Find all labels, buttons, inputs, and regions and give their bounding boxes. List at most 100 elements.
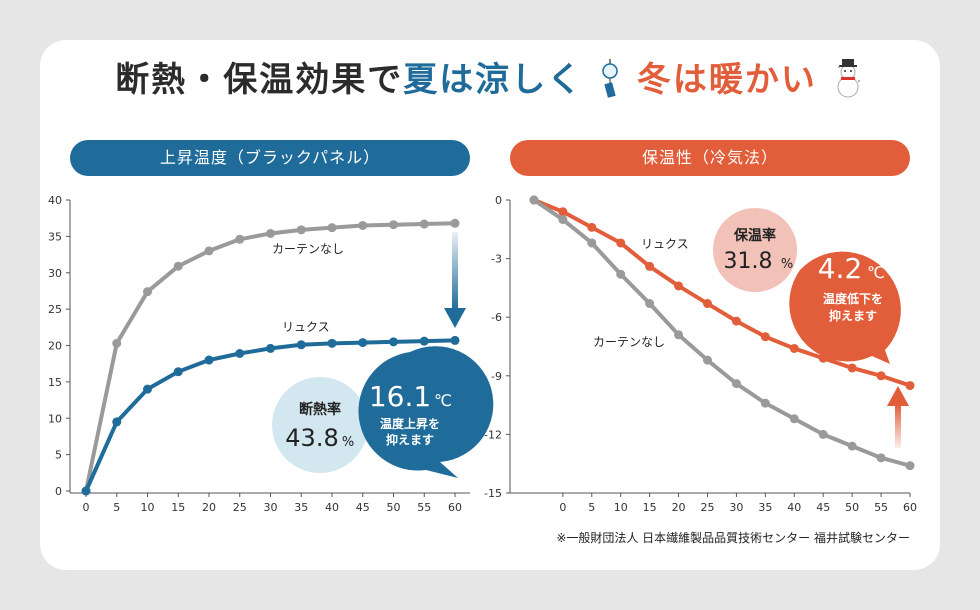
- right-up-arrow: [887, 386, 909, 448]
- right-series-point-1: [645, 299, 655, 309]
- left-label-luxe: リュクス: [282, 320, 330, 334]
- right-x-tick-label: 25: [701, 501, 715, 514]
- left-chart-title: 上昇温度（ブラックパネル）: [70, 140, 470, 176]
- right-chart-title: 保温性（冷気法）: [510, 140, 910, 176]
- right-big-badge-line2: 抑えます: [829, 308, 877, 323]
- left-small-badge: [272, 377, 368, 473]
- left-x-tick-label: 20: [202, 501, 216, 514]
- right-x-tick-label: 5: [588, 501, 595, 514]
- right-series-point-1: [876, 453, 886, 463]
- left-series-point-1: [266, 343, 275, 353]
- left-series-point-1: [235, 349, 245, 359]
- left-y-tick-label: 40: [48, 194, 62, 207]
- left-y-tick-label: 5: [55, 449, 62, 462]
- right-x-tick-label: 15: [643, 501, 657, 514]
- left-series-point-1: [204, 355, 214, 365]
- left-x-tick-label: 40: [325, 501, 339, 514]
- left-series-point-0: [389, 220, 398, 230]
- left-series-point-0: [266, 228, 275, 238]
- left-small-badge-value: 43.8: [285, 424, 338, 452]
- right-x-tick-label: 55: [874, 501, 888, 514]
- right-series-point-1: [674, 330, 684, 340]
- left-small-badge-title: 断熱率: [299, 401, 341, 418]
- left-series-point-0: [450, 218, 460, 228]
- left-series-point-1: [173, 367, 183, 377]
- left-series-point-1: [419, 336, 429, 346]
- left-x-tick-label: 60: [448, 501, 462, 514]
- right-series-point-0: [558, 207, 568, 217]
- right-series-point-1: [587, 238, 597, 248]
- right-x-tick-label: 20: [672, 501, 686, 514]
- right-x-tick-label: 30: [729, 501, 743, 514]
- right-y-tick-label: -12: [484, 428, 502, 441]
- right-series-point-0: [587, 222, 597, 232]
- right-series-point-1: [529, 195, 539, 205]
- right-x-tick-label: 10: [614, 501, 628, 514]
- right-series-point-0: [789, 343, 799, 353]
- left-big-badge-value: 16.1: [369, 380, 431, 413]
- right-x-tick-label: 40: [787, 501, 801, 514]
- right-big-badge-unit: ℃: [867, 263, 885, 282]
- right-series-point-1: [760, 398, 770, 408]
- left-series-point-1: [143, 384, 152, 394]
- right-series-point-0: [703, 299, 712, 309]
- left-small-badge-unit: %: [342, 435, 354, 450]
- left-y-tick-label: 0: [55, 485, 62, 498]
- left-y-tick-label: 15: [48, 376, 62, 389]
- right-chart: 0 -3 -6 -9 -12 -15 0 5 10 15 20 25 30 35 40 45 50 55 60 リ…: [484, 194, 917, 514]
- left-series-point-0: [358, 220, 368, 230]
- right-series-point-0: [645, 261, 655, 271]
- left-big-badge-line1: 温度上昇を: [380, 416, 440, 431]
- right-series-point-1: [905, 461, 915, 471]
- left-series-point-1: [327, 338, 337, 348]
- left-series-point-0: [235, 234, 245, 244]
- left-y-tick-label: 35: [48, 230, 62, 243]
- left-y-tick-label: 10: [48, 412, 62, 425]
- left-series-point-1: [112, 417, 122, 427]
- right-series-point-1: [818, 429, 828, 439]
- right-series-point-1: [731, 379, 741, 389]
- right-y-tick-label: -15: [484, 487, 502, 500]
- right-series-point-0: [847, 363, 857, 373]
- right-series-point-1: [789, 414, 799, 424]
- left-y-tick-label: 20: [48, 340, 62, 353]
- right-series-point-0: [760, 332, 770, 342]
- headline-summer: 夏は涼しく: [403, 60, 584, 100]
- right-series-point-0: [876, 371, 886, 381]
- right-series-point-0: [731, 316, 741, 326]
- left-series-point-1: [296, 340, 306, 350]
- right-small-badge-value: 31.8: [724, 249, 773, 274]
- headline-winter: 冬は暖かい: [636, 60, 817, 100]
- headline-part1: 断熱・保温効果で: [115, 60, 404, 100]
- right-series-point-0: [616, 238, 626, 248]
- left-y-tick-label: 30: [48, 267, 62, 280]
- left-x-tick-label: 5: [113, 501, 120, 514]
- right-small-badge-title: 保温率: [733, 227, 776, 244]
- wind-chime-icon: [602, 59, 618, 98]
- left-series-point-0: [419, 219, 429, 229]
- left-series-point-0: [327, 223, 337, 233]
- right-y-tick-label: -9: [491, 370, 502, 383]
- right-x-tick-label: 60: [903, 501, 917, 514]
- left-series-point-0: [204, 246, 214, 256]
- right-label-curtainless: カーテンなし: [593, 335, 665, 349]
- right-y-tick-label: -6: [491, 311, 502, 324]
- right-series-point-1: [616, 269, 626, 279]
- headline: 断熱・保温効果で夏は涼しく 冬は暖かい: [0, 52, 980, 101]
- left-series-point-0: [296, 225, 306, 235]
- right-x-tick-label: 50: [845, 501, 859, 514]
- right-big-badge-value: 4.2: [818, 252, 863, 285]
- left-x-tick-label: 25: [233, 501, 247, 514]
- left-x-tick-label: 45: [356, 501, 370, 514]
- right-series-point-1: [847, 441, 857, 451]
- right-series-line-0: [533, 198, 911, 388]
- left-series-point-1: [81, 486, 91, 496]
- left-big-badge-line2: 抑えます: [386, 432, 434, 447]
- left-series-point-1: [450, 335, 460, 345]
- right-label-luxe: リュクス: [641, 237, 689, 251]
- right-small-badge: [713, 208, 797, 292]
- left-series-point-0: [112, 338, 122, 348]
- right-series-point-0: [674, 281, 684, 291]
- left-label-curtainless: カーテンなし: [272, 242, 344, 256]
